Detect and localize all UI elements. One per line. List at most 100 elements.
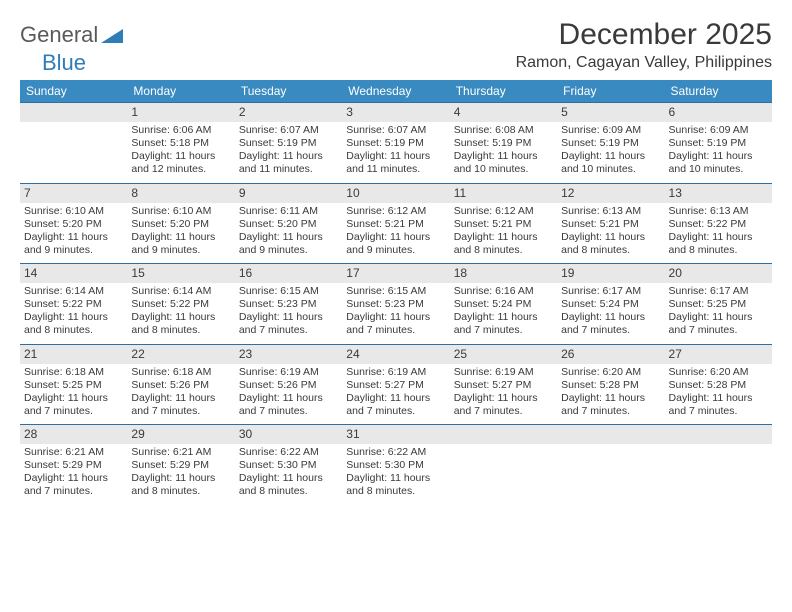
month-title: December 2025	[516, 18, 772, 52]
day-sunset: Sunset: 5:19 PM	[239, 137, 338, 150]
day-number: 10	[342, 183, 449, 203]
day-number: 27	[665, 344, 772, 364]
day-content: Sunrise: 6:08 AMSunset: 5:19 PMDaylight:…	[450, 122, 557, 183]
day-sunrise: Sunrise: 6:16 AM	[454, 285, 553, 298]
day-sunset: Sunset: 5:20 PM	[239, 218, 338, 231]
day-sunset: Sunset: 5:23 PM	[346, 298, 445, 311]
day-sunset: Sunset: 5:27 PM	[454, 379, 553, 392]
calendar-day-cell: 24Sunrise: 6:19 AMSunset: 5:27 PMDayligh…	[342, 344, 449, 425]
day-sunrise: Sunrise: 6:17 AM	[561, 285, 660, 298]
day-sunset: Sunset: 5:19 PM	[669, 137, 768, 150]
day-sunrise: Sunrise: 6:21 AM	[131, 446, 230, 459]
day-daylight1: Daylight: 11 hours	[561, 231, 660, 244]
day-content: Sunrise: 6:22 AMSunset: 5:30 PMDaylight:…	[235, 444, 342, 505]
day-daylight1: Daylight: 11 hours	[454, 231, 553, 244]
day-content: Sunrise: 6:12 AMSunset: 5:21 PMDaylight:…	[342, 203, 449, 264]
day-daylight2: and 9 minutes.	[239, 244, 338, 257]
calendar-day-cell: 16Sunrise: 6:15 AMSunset: 5:23 PMDayligh…	[235, 263, 342, 344]
calendar-day-cell: 7Sunrise: 6:10 AMSunset: 5:20 PMDaylight…	[20, 183, 127, 264]
calendar-day-cell: 27Sunrise: 6:20 AMSunset: 5:28 PMDayligh…	[665, 344, 772, 425]
day-sunset: Sunset: 5:28 PM	[561, 379, 660, 392]
day-number: 5	[557, 102, 664, 122]
day-sunrise: Sunrise: 6:19 AM	[239, 366, 338, 379]
day-sunset: Sunset: 5:29 PM	[131, 459, 230, 472]
day-content: Sunrise: 6:17 AMSunset: 5:25 PMDaylight:…	[665, 283, 772, 344]
day-daylight2: and 7 minutes.	[669, 405, 768, 418]
day-content: Sunrise: 6:07 AMSunset: 5:19 PMDaylight:…	[342, 122, 449, 183]
day-daylight1: Daylight: 11 hours	[24, 472, 123, 485]
day-sunset: Sunset: 5:29 PM	[24, 459, 123, 472]
day-sunset: Sunset: 5:21 PM	[561, 218, 660, 231]
day-daylight2: and 9 minutes.	[346, 244, 445, 257]
day-sunrise: Sunrise: 6:21 AM	[24, 446, 123, 459]
day-number-empty	[20, 102, 127, 122]
day-sunrise: Sunrise: 6:08 AM	[454, 124, 553, 137]
day-number: 15	[127, 263, 234, 283]
day-daylight2: and 7 minutes.	[131, 405, 230, 418]
day-content-empty	[20, 122, 127, 180]
day-content-empty	[665, 444, 772, 502]
day-sunrise: Sunrise: 6:18 AM	[24, 366, 123, 379]
day-number-empty	[665, 424, 772, 444]
day-daylight2: and 9 minutes.	[24, 244, 123, 257]
day-daylight2: and 8 minutes.	[454, 244, 553, 257]
day-daylight2: and 8 minutes.	[24, 324, 123, 337]
calendar-day-cell: 2Sunrise: 6:07 AMSunset: 5:19 PMDaylight…	[235, 102, 342, 183]
day-sunset: Sunset: 5:22 PM	[24, 298, 123, 311]
calendar-table: Sunday Monday Tuesday Wednesday Thursday…	[20, 80, 772, 505]
day-sunset: Sunset: 5:28 PM	[669, 379, 768, 392]
calendar-week-row: 7Sunrise: 6:10 AMSunset: 5:20 PMDaylight…	[20, 183, 772, 264]
calendar-week-row: 1Sunrise: 6:06 AMSunset: 5:18 PMDaylight…	[20, 102, 772, 183]
calendar-day-cell: 5Sunrise: 6:09 AMSunset: 5:19 PMDaylight…	[557, 102, 664, 183]
day-sunrise: Sunrise: 6:12 AM	[454, 205, 553, 218]
day-content: Sunrise: 6:14 AMSunset: 5:22 PMDaylight:…	[20, 283, 127, 344]
day-sunset: Sunset: 5:21 PM	[346, 218, 445, 231]
day-content: Sunrise: 6:13 AMSunset: 5:22 PMDaylight:…	[665, 203, 772, 264]
day-content: Sunrise: 6:21 AMSunset: 5:29 PMDaylight:…	[20, 444, 127, 505]
day-sunrise: Sunrise: 6:12 AM	[346, 205, 445, 218]
day-daylight2: and 7 minutes.	[561, 324, 660, 337]
day-daylight1: Daylight: 11 hours	[131, 472, 230, 485]
day-daylight1: Daylight: 11 hours	[454, 392, 553, 405]
weekday-header: Wednesday	[342, 80, 449, 102]
day-number: 8	[127, 183, 234, 203]
day-sunrise: Sunrise: 6:22 AM	[239, 446, 338, 459]
day-daylight1: Daylight: 11 hours	[669, 311, 768, 324]
day-content: Sunrise: 6:11 AMSunset: 5:20 PMDaylight:…	[235, 203, 342, 264]
day-sunrise: Sunrise: 6:20 AM	[669, 366, 768, 379]
day-sunrise: Sunrise: 6:15 AM	[239, 285, 338, 298]
day-sunrise: Sunrise: 6:15 AM	[346, 285, 445, 298]
weekday-header: Tuesday	[235, 80, 342, 102]
day-sunrise: Sunrise: 6:19 AM	[346, 366, 445, 379]
day-daylight1: Daylight: 11 hours	[239, 472, 338, 485]
calendar-day-cell: 31Sunrise: 6:22 AMSunset: 5:30 PMDayligh…	[342, 424, 449, 505]
day-daylight2: and 7 minutes.	[346, 405, 445, 418]
day-daylight1: Daylight: 11 hours	[669, 150, 768, 163]
calendar-day-cell: 11Sunrise: 6:12 AMSunset: 5:21 PMDayligh…	[450, 183, 557, 264]
day-sunrise: Sunrise: 6:09 AM	[561, 124, 660, 137]
calendar-day-cell: 10Sunrise: 6:12 AMSunset: 5:21 PMDayligh…	[342, 183, 449, 264]
calendar-week-row: 21Sunrise: 6:18 AMSunset: 5:25 PMDayligh…	[20, 344, 772, 425]
day-daylight2: and 10 minutes.	[454, 163, 553, 176]
day-daylight2: and 7 minutes.	[24, 405, 123, 418]
day-content: Sunrise: 6:20 AMSunset: 5:28 PMDaylight:…	[557, 364, 664, 425]
day-daylight2: and 7 minutes.	[669, 324, 768, 337]
day-sunset: Sunset: 5:19 PM	[346, 137, 445, 150]
day-number: 28	[20, 424, 127, 444]
day-daylight1: Daylight: 11 hours	[346, 392, 445, 405]
calendar-day-cell: 8Sunrise: 6:10 AMSunset: 5:20 PMDaylight…	[127, 183, 234, 264]
calendar-day-cell: 14Sunrise: 6:14 AMSunset: 5:22 PMDayligh…	[20, 263, 127, 344]
day-content: Sunrise: 6:12 AMSunset: 5:21 PMDaylight:…	[450, 203, 557, 264]
day-sunset: Sunset: 5:23 PM	[239, 298, 338, 311]
day-content-empty	[450, 444, 557, 502]
day-daylight2: and 7 minutes.	[239, 405, 338, 418]
calendar-day-cell: 12Sunrise: 6:13 AMSunset: 5:21 PMDayligh…	[557, 183, 664, 264]
calendar-page: General December 2025 Ramon, Cagayan Val…	[0, 0, 792, 515]
day-daylight2: and 7 minutes.	[346, 324, 445, 337]
day-content: Sunrise: 6:13 AMSunset: 5:21 PMDaylight:…	[557, 203, 664, 264]
day-content: Sunrise: 6:06 AMSunset: 5:18 PMDaylight:…	[127, 122, 234, 183]
day-daylight1: Daylight: 11 hours	[669, 231, 768, 244]
day-content-empty	[557, 444, 664, 502]
day-number: 6	[665, 102, 772, 122]
day-number: 24	[342, 344, 449, 364]
